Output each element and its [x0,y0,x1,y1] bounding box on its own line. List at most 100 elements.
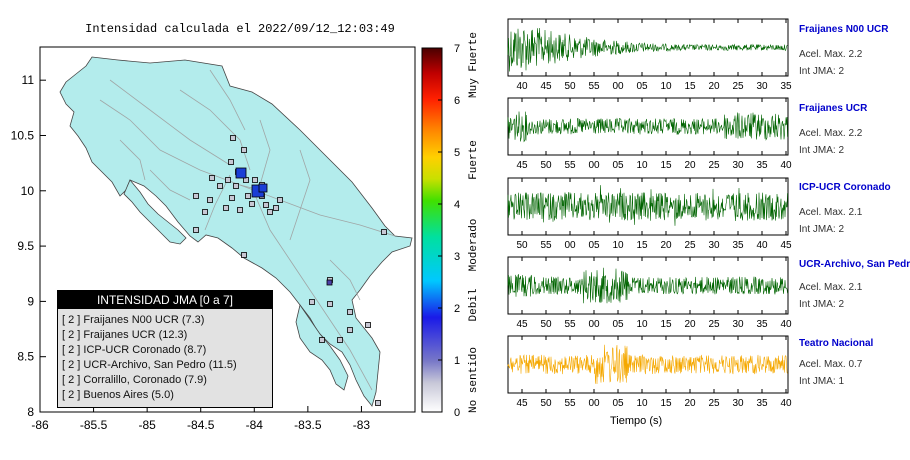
time-tick-label: 10 [636,160,648,171]
road-line [109,79,231,166]
time-tick-label: 15 [660,160,672,171]
station-marker [309,299,315,305]
lon-tick-label: -86 [31,418,49,432]
lat-tick-label: 10 [21,184,35,198]
station-marker [365,322,371,328]
station-marker-strong [258,183,268,193]
time-tick-label: 45 [516,398,528,409]
osa-peninsula [295,304,349,391]
time-tick-label: 55 [564,398,576,409]
station-marker [326,279,333,286]
colorbar-tick-label: 7 [454,43,460,55]
legend-row: [ 2 ] Corralillo, Coronado (7.9) [62,374,207,386]
lon-tick-label: -83.5 [294,418,322,432]
time-tick-label: 50 [516,240,528,251]
lon-tick-label: -84.5 [187,418,215,432]
station-name: UCR-Archivo, San Pedro [799,259,910,270]
time-tick-label: 55 [564,160,576,171]
time-tick-label: 10 [636,398,648,409]
station-marker [337,337,343,343]
time-tick-label: 10 [660,81,672,92]
time-tick-label: 30 [732,319,744,330]
time-tick-label: 30 [756,81,768,92]
colorbar-intensity-label: No sentido [468,347,480,413]
seismogram-panels: 40 45 50 55 00 05 10 15 20 25 30 35 45 50 55 00 05 10 15 20… [507,18,792,409]
time-axis-label: Tiempo (s) [610,415,663,427]
station-marker [249,201,255,207]
time-tick-label: 50 [564,81,576,92]
time-tick-label: 00 [564,240,576,251]
time-tick-label: 25 [684,240,696,251]
station-marker-strong [235,167,247,179]
lon-tick-label: -84 [246,418,264,432]
time-tick-label: 50 [540,319,552,330]
time-tick-label: 00 [588,160,600,171]
time-tick-label: 30 [732,160,744,171]
time-tick-label: 40 [516,81,528,92]
seismic-trace [507,185,788,226]
station-name: Fraijanes N00 UCR [799,24,889,35]
station-marker [241,147,247,153]
colorbar-intensity-label: Debil [468,288,480,321]
lat-tick-label: 8 [27,405,34,419]
time-tick-label: 15 [636,240,648,251]
colorbar-tick-label: 2 [454,303,460,315]
time-tick-label: 20 [684,319,696,330]
time-tick-label: 00 [612,81,624,92]
station-marker [217,183,223,189]
station-marker [263,202,269,208]
lat-tick-label: 9.5 [17,239,34,253]
station-marker [207,197,213,203]
station-marker [273,205,279,211]
station-marker [252,177,258,183]
colorbar-tick-label: 0 [454,407,460,419]
time-tick-label: 50 [540,160,552,171]
seismic-trace [507,111,788,143]
station-name: Fraijanes UCR [799,103,868,114]
time-tick-label: 55 [540,240,552,251]
station-name: Teatro Nacional [799,338,874,349]
colorbar-intensity-label: Fuerte [468,140,480,180]
time-tick-label: 20 [684,160,696,171]
lat-tick-label: 9 [27,294,34,308]
road-line [209,69,246,131]
time-tick-label: 00 [588,398,600,409]
station-marker [193,227,199,233]
intensity-colorbar: 7 6 5 4 3 2 1 0 Muy Fuerte Fuerte Moderado Debil No … [421,32,480,419]
time-tick-label: 25 [708,319,720,330]
time-tick-label: 05 [636,81,648,92]
seismic-trace [507,27,788,72]
legend-row: [ 2 ] Fraijanes UCR (12.3) [62,329,188,341]
station-marker [245,193,251,199]
time-tick-label: 20 [660,240,672,251]
time-tick-label: 00 [588,319,600,330]
time-tick-label: 05 [612,319,624,330]
map-axes: 11 10.5 10 9.5 9 8.5 8-86 -85.5 -85 -84.5 -84 -83.5… [11,73,371,432]
road-line [119,139,146,181]
time-tick-label: 05 [612,160,624,171]
time-tick-label: 20 [684,398,696,409]
time-tick-label: 45 [540,81,552,92]
time-tick-label: 05 [588,240,600,251]
time-tick-label: 35 [756,398,768,409]
station-marker [228,159,234,165]
station-jma: Int JMA: 1 [799,376,845,387]
lon-tick-label: -83 [353,418,371,432]
station-marker [230,135,236,141]
time-tick-label: 40 [756,240,768,251]
time-tick-label: 20 [708,81,720,92]
time-tick-label: 40 [780,398,792,409]
road-line [204,174,231,231]
station-jma: Int JMA: 2 [799,299,845,310]
road-line [179,89,251,171]
station-jma: Int JMA: 2 [799,66,845,77]
road-line [289,149,311,241]
map-title: Intensidad calculada el 2022/09/12_12:03… [85,22,395,36]
station-accel: Acel. Max. 2.2 [799,128,863,139]
nicoya-peninsula [123,179,187,245]
lat-tick-label: 11 [22,73,35,87]
lat-tick-label: 8.5 [17,350,34,364]
colorbar-tick-label: 5 [454,147,460,159]
road-line [254,194,373,391]
time-tick-label: 30 [732,398,744,409]
